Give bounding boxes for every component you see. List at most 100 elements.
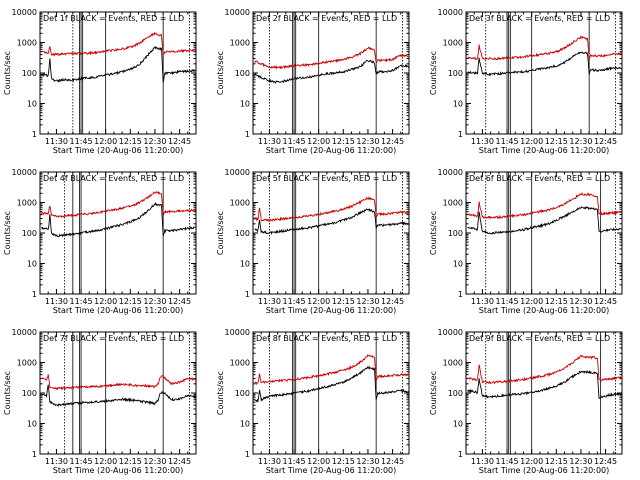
x-tick-label: 11:30 [471, 137, 494, 146]
panel-title: Det 2f BLACK = Events, RED = LLD [256, 14, 397, 23]
panel-det-3: 1 10 100 1000 10000 11:30 11:45 12:00 12:15 12:30… [429, 8, 623, 155]
x-tick-label: 11:30 [45, 137, 68, 146]
x-tick-label: 12:00 [307, 297, 330, 306]
y-axis-label: Counts/sec [216, 51, 225, 95]
y-tick-label: 10 [27, 420, 37, 429]
y-tick-label: 10 [240, 260, 250, 269]
events-series-line [254, 207, 410, 236]
x-tick-label: 11:30 [45, 297, 68, 306]
x-axis-label: Start Time (20-Aug-06 11:20:00) [479, 306, 610, 315]
y-axis-label: Counts/sec [216, 371, 225, 415]
y-tick-label: 1 [458, 130, 463, 139]
x-tick-label: 11:45 [70, 137, 93, 146]
y-axis-label: Counts/sec [3, 51, 12, 95]
lld-series-line [254, 196, 410, 223]
x-tick-label: 12:30 [143, 297, 166, 306]
y-tick-label: 10 [453, 100, 463, 109]
panel-det-4: 1 10 100 1000 10000 11:30 11:45 12:00 12:15 12:30… [3, 168, 197, 315]
x-tick-label: 12:00 [520, 297, 543, 306]
y-tick-label: 1000 [443, 199, 463, 208]
x-tick-label: 12:15 [332, 137, 355, 146]
y-axis-label: Counts/sec [429, 371, 438, 415]
x-tick-label: 12:45 [168, 137, 191, 146]
x-tick-label: 12:00 [94, 457, 117, 466]
y-tick-label: 1 [245, 290, 250, 299]
y-tick-label: 10 [453, 260, 463, 269]
y-tick-label: 100 [235, 229, 250, 238]
x-tick-label: 12:30 [143, 457, 166, 466]
x-axis-label: Start Time (20-Aug-06 11:20:00) [479, 146, 610, 155]
events-series-line [41, 45, 197, 83]
y-tick-label: 10 [240, 420, 250, 429]
y-axis-label: Counts/sec [3, 371, 12, 415]
panel-title: Det 1f BLACK = Events, RED = LLD [43, 14, 184, 23]
y-tick-label: 100 [448, 389, 463, 398]
y-tick-label: 1000 [443, 39, 463, 48]
panel-title: Det 6f BLACK = Events, RED = LLD [469, 174, 610, 183]
panel-det-1: 1 10 100 1000 10000 11:30 11:45 12:00 12:15 12:30… [3, 8, 197, 155]
events-series-line [41, 384, 197, 408]
x-tick-label: 11:45 [70, 457, 93, 466]
x-tick-label: 12:00 [307, 137, 330, 146]
x-tick-label: 11:30 [258, 457, 281, 466]
x-tick-label: 11:45 [70, 297, 93, 306]
y-axis-label: Counts/sec [429, 211, 438, 255]
y-tick-label: 1000 [17, 199, 37, 208]
x-tick-label: 12:00 [520, 137, 543, 146]
y-tick-label: 1 [245, 450, 250, 459]
y-tick-label: 1 [32, 290, 37, 299]
x-axis-label: Start Time (20-Aug-06 11:20:00) [266, 306, 397, 315]
events-series-line [254, 59, 410, 84]
y-axis-label: Counts/sec [3, 211, 12, 255]
x-axis-label: Start Time (20-Aug-06 11:20:00) [53, 306, 184, 315]
y-tick-label: 100 [22, 69, 37, 78]
x-tick-label: 11:45 [283, 297, 306, 306]
x-tick-label: 12:15 [332, 297, 355, 306]
y-tick-label: 1000 [230, 39, 250, 48]
panel-title: Det 7f BLACK = Events, RED = LLD [43, 334, 184, 343]
panel-title: Det 8f BLACK = Events, RED = LLD [256, 334, 397, 343]
y-tick-label: 100 [448, 69, 463, 78]
y-tick-label: 1 [32, 130, 37, 139]
y-tick-label: 1 [458, 290, 463, 299]
lld-series-line [467, 354, 623, 385]
y-tick-label: 1000 [230, 199, 250, 208]
x-tick-label: 12:15 [119, 137, 142, 146]
y-tick-label: 10000 [225, 168, 250, 177]
x-tick-label: 12:15 [119, 297, 142, 306]
x-tick-label: 12:30 [569, 297, 592, 306]
y-tick-label: 10000 [438, 328, 463, 337]
x-tick-label: 12:30 [143, 137, 166, 146]
lld-series-line [41, 190, 197, 218]
events-series-line [254, 365, 410, 404]
events-series-line [467, 51, 623, 77]
x-axis-label: Start Time (20-Aug-06 11:20:00) [53, 146, 184, 155]
y-tick-label: 10 [240, 100, 250, 109]
x-tick-label: 11:30 [45, 457, 68, 466]
y-tick-label: 10 [453, 420, 463, 429]
panel-det-6: 1 10 100 1000 10000 11:30 11:45 12:00 12:15 12:30… [429, 168, 623, 315]
y-tick-label: 10000 [12, 168, 37, 177]
y-tick-label: 1 [458, 450, 463, 459]
y-tick-label: 10000 [438, 8, 463, 17]
x-tick-label: 12:45 [381, 297, 404, 306]
y-tick-label: 1000 [17, 39, 37, 48]
y-tick-label: 1000 [230, 359, 250, 368]
y-tick-label: 10000 [12, 8, 37, 17]
x-tick-label: 12:45 [168, 297, 191, 306]
lld-series-line [41, 31, 197, 57]
x-tick-label: 12:15 [545, 137, 568, 146]
lld-series-line [254, 46, 410, 70]
x-tick-label: 11:45 [283, 137, 306, 146]
y-tick-label: 10000 [225, 328, 250, 337]
x-tick-label: 12:00 [307, 457, 330, 466]
x-tick-label: 11:45 [496, 137, 519, 146]
x-tick-label: 12:45 [381, 457, 404, 466]
y-tick-label: 100 [22, 389, 37, 398]
lld-series-line [41, 374, 197, 391]
panel-title: Det 3f BLACK = Events, RED = LLD [469, 14, 610, 23]
plot-frame [39, 171, 197, 295]
x-tick-label: 12:30 [356, 137, 379, 146]
x-tick-label: 11:30 [471, 297, 494, 306]
x-axis-label: Start Time (20-Aug-06 11:20:00) [266, 146, 397, 155]
